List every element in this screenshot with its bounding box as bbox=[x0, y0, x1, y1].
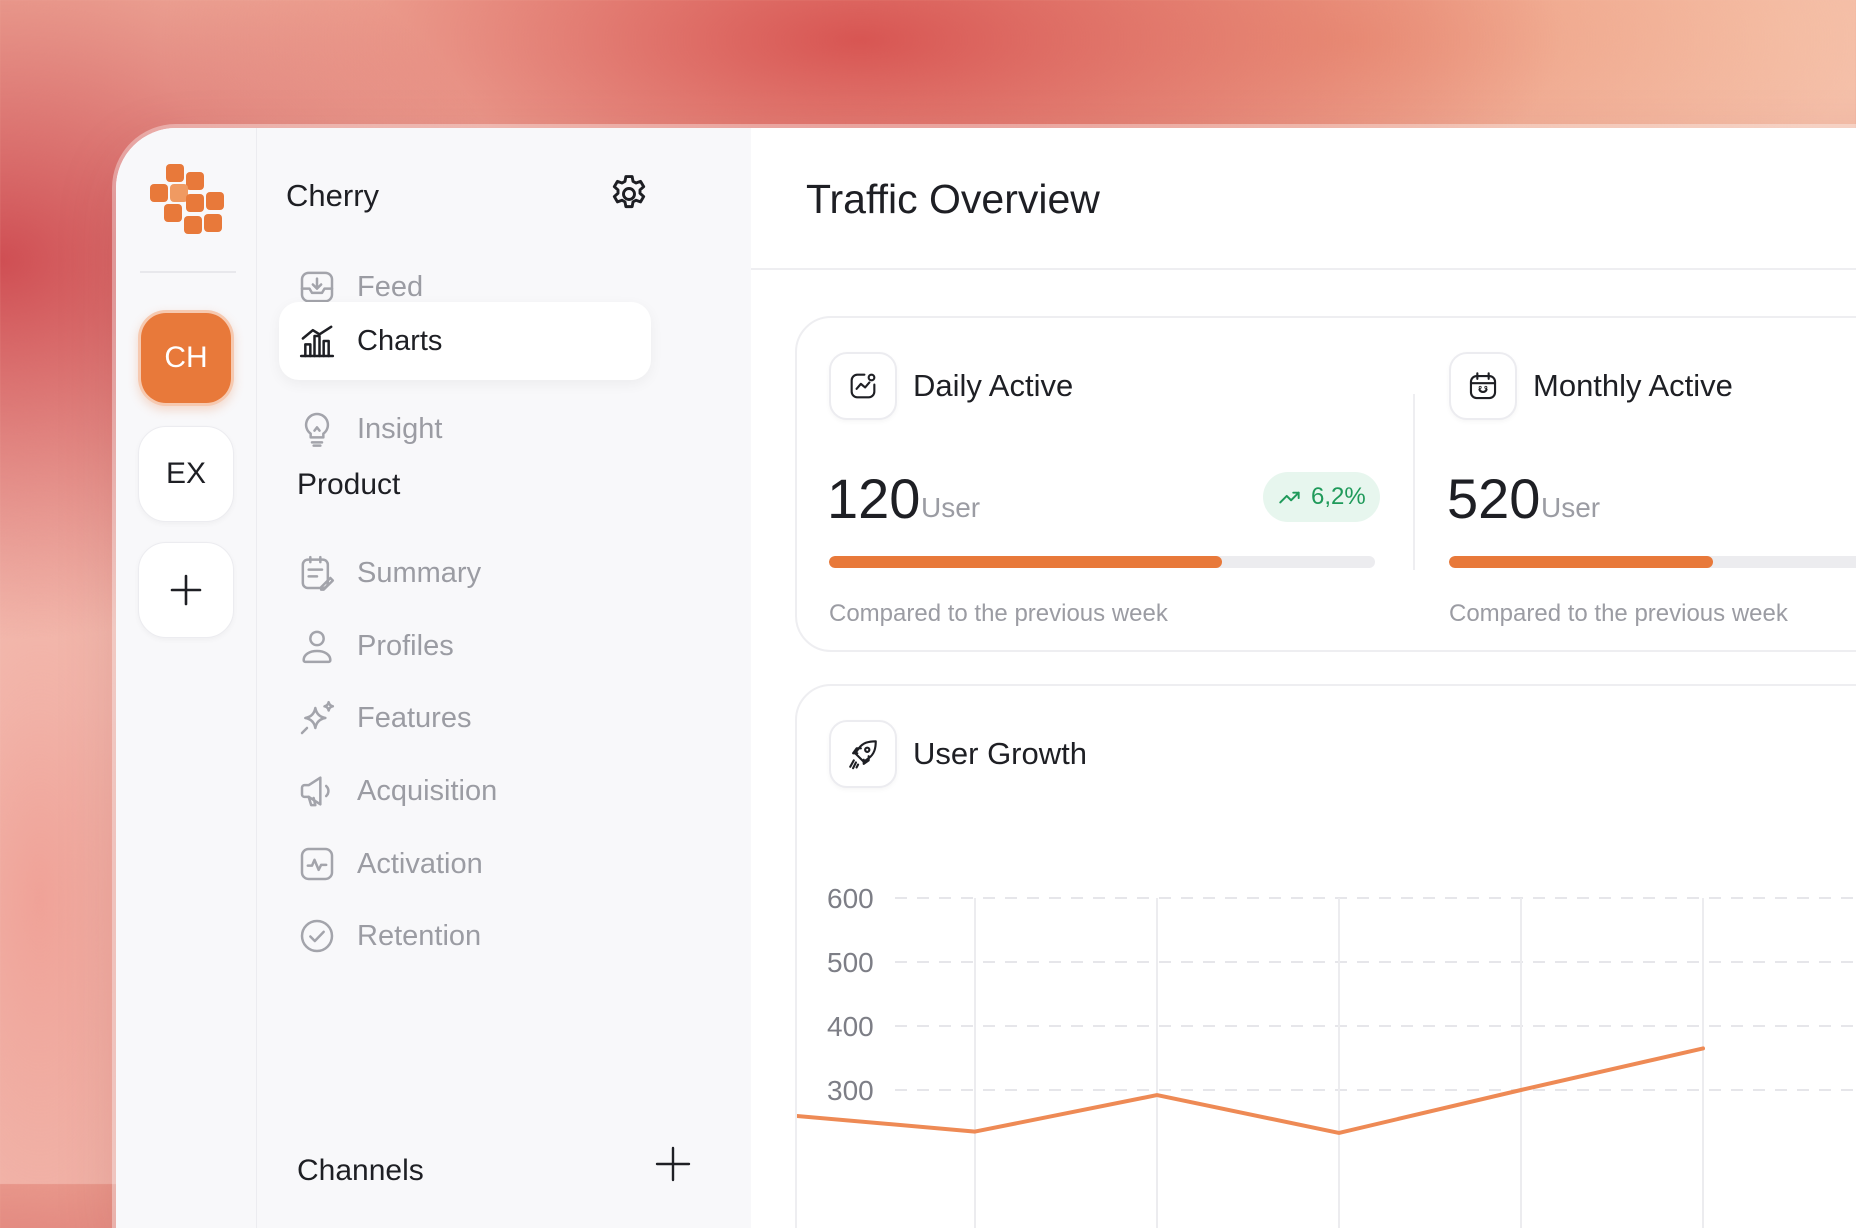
monthly-active-title: Monthly Active bbox=[1533, 368, 1733, 403]
y-tick-label: 600 bbox=[827, 883, 874, 914]
feed-icon bbox=[300, 271, 334, 303]
y-tick-label: 500 bbox=[827, 947, 874, 978]
daily-active-title: Daily Active bbox=[913, 368, 1074, 403]
channels-section-title: Channels bbox=[297, 1154, 424, 1187]
progress-fill bbox=[829, 556, 1223, 568]
daily-active-progress bbox=[829, 556, 1375, 568]
workspace-ch-button[interactable]: CH bbox=[138, 310, 234, 406]
nav-item-features[interactable]: Features bbox=[279, 679, 651, 757]
user-growth-card: User Growth 600 500 400 300 bbox=[795, 684, 1856, 1228]
sidebar: Cherry Feed Charts Insight Product bbox=[257, 128, 751, 1228]
calendar-icon bbox=[1469, 372, 1497, 400]
metrics-card: Daily Active 120 User 6,2% Compared to t… bbox=[795, 316, 1856, 652]
monthly-active-icon-box bbox=[1449, 352, 1517, 420]
plus-icon bbox=[170, 574, 202, 606]
workspace-rail: CH EX bbox=[116, 128, 257, 1228]
pulse-icon bbox=[300, 847, 334, 881]
nav-item-activation[interactable]: Activation bbox=[279, 825, 651, 903]
metrics-divider bbox=[1413, 394, 1415, 570]
summary-icon bbox=[301, 555, 335, 591]
sparkle-icon bbox=[300, 700, 335, 735]
nav-item-feed[interactable]: Feed bbox=[279, 248, 651, 326]
nav-item-acquisition[interactable]: Acquisition bbox=[279, 752, 651, 830]
nav-item-label: Charts bbox=[357, 324, 443, 357]
workspace-ex-button[interactable]: EX bbox=[138, 426, 234, 522]
app-logo-icon bbox=[150, 164, 224, 234]
trend-up-icon bbox=[1279, 491, 1300, 504]
megaphone-icon bbox=[300, 776, 330, 807]
progress-fill bbox=[1449, 556, 1713, 568]
add-channel-icon[interactable] bbox=[653, 1144, 693, 1184]
monthly-active-unit: User bbox=[1541, 492, 1601, 523]
nav-item-label: Summary bbox=[357, 556, 482, 589]
daily-active-caption: Compared to the previous week bbox=[829, 600, 1168, 627]
profile-icon bbox=[302, 630, 332, 664]
nav-item-profiles[interactable]: Profiles bbox=[279, 607, 651, 685]
user-growth-title: User Growth bbox=[913, 736, 1087, 771]
chart-line-icon bbox=[850, 373, 876, 399]
nav-item-summary[interactable]: Summary bbox=[279, 534, 651, 612]
y-tick-label: 300 bbox=[827, 1075, 874, 1106]
nav-item-label: Feed bbox=[357, 270, 424, 303]
page-title: Traffic Overview bbox=[806, 176, 1100, 222]
charts-icon bbox=[299, 325, 335, 358]
check-circle-icon bbox=[300, 919, 334, 953]
nav-item-label: Insight bbox=[357, 412, 443, 445]
rocket-icon bbox=[849, 740, 877, 770]
workspace-name: Cherry bbox=[286, 178, 380, 213]
nav-item-label: Features bbox=[357, 701, 472, 734]
nav-item-label: Activation bbox=[357, 847, 483, 880]
y-tick-label: 400 bbox=[827, 1011, 874, 1042]
header-divider bbox=[751, 268, 1856, 270]
daily-active-value: 120 bbox=[827, 467, 921, 530]
main-content: Traffic Overview Daily Active 120 User 6… bbox=[751, 128, 1856, 1228]
add-workspace-button[interactable] bbox=[138, 542, 234, 638]
nav-item-retention[interactable]: Retention bbox=[279, 897, 651, 975]
nav-item-insight[interactable]: Insight bbox=[279, 390, 651, 468]
gear-icon[interactable] bbox=[607, 172, 651, 216]
monthly-active-value: 520 bbox=[1447, 467, 1541, 530]
product-section-title: Product bbox=[297, 468, 401, 501]
daily-active-change-badge: 6,2% bbox=[1263, 472, 1380, 522]
nav-item-label: Retention bbox=[357, 919, 482, 952]
rail-divider bbox=[140, 271, 236, 273]
user-growth-icon-box bbox=[829, 720, 897, 788]
app-window: CH EX Cherry Feed Charts Ins bbox=[116, 128, 1856, 1228]
growth-series-line bbox=[797, 1046, 1705, 1135]
monthly-active-caption: Compared to the previous week bbox=[1449, 600, 1788, 627]
change-value: 6,2% bbox=[1311, 483, 1366, 510]
user-growth-chart: 600 500 400 300 bbox=[797, 883, 1856, 1228]
lightbulb-icon bbox=[304, 412, 330, 447]
nav-item-label: Acquisition bbox=[357, 774, 498, 807]
nav-item-charts[interactable]: Charts bbox=[279, 302, 651, 380]
nav-item-label: Profiles bbox=[357, 629, 454, 662]
daily-active-icon-box bbox=[829, 352, 897, 420]
daily-active-unit: User bbox=[921, 492, 981, 523]
monthly-active-progress bbox=[1449, 556, 1856, 568]
